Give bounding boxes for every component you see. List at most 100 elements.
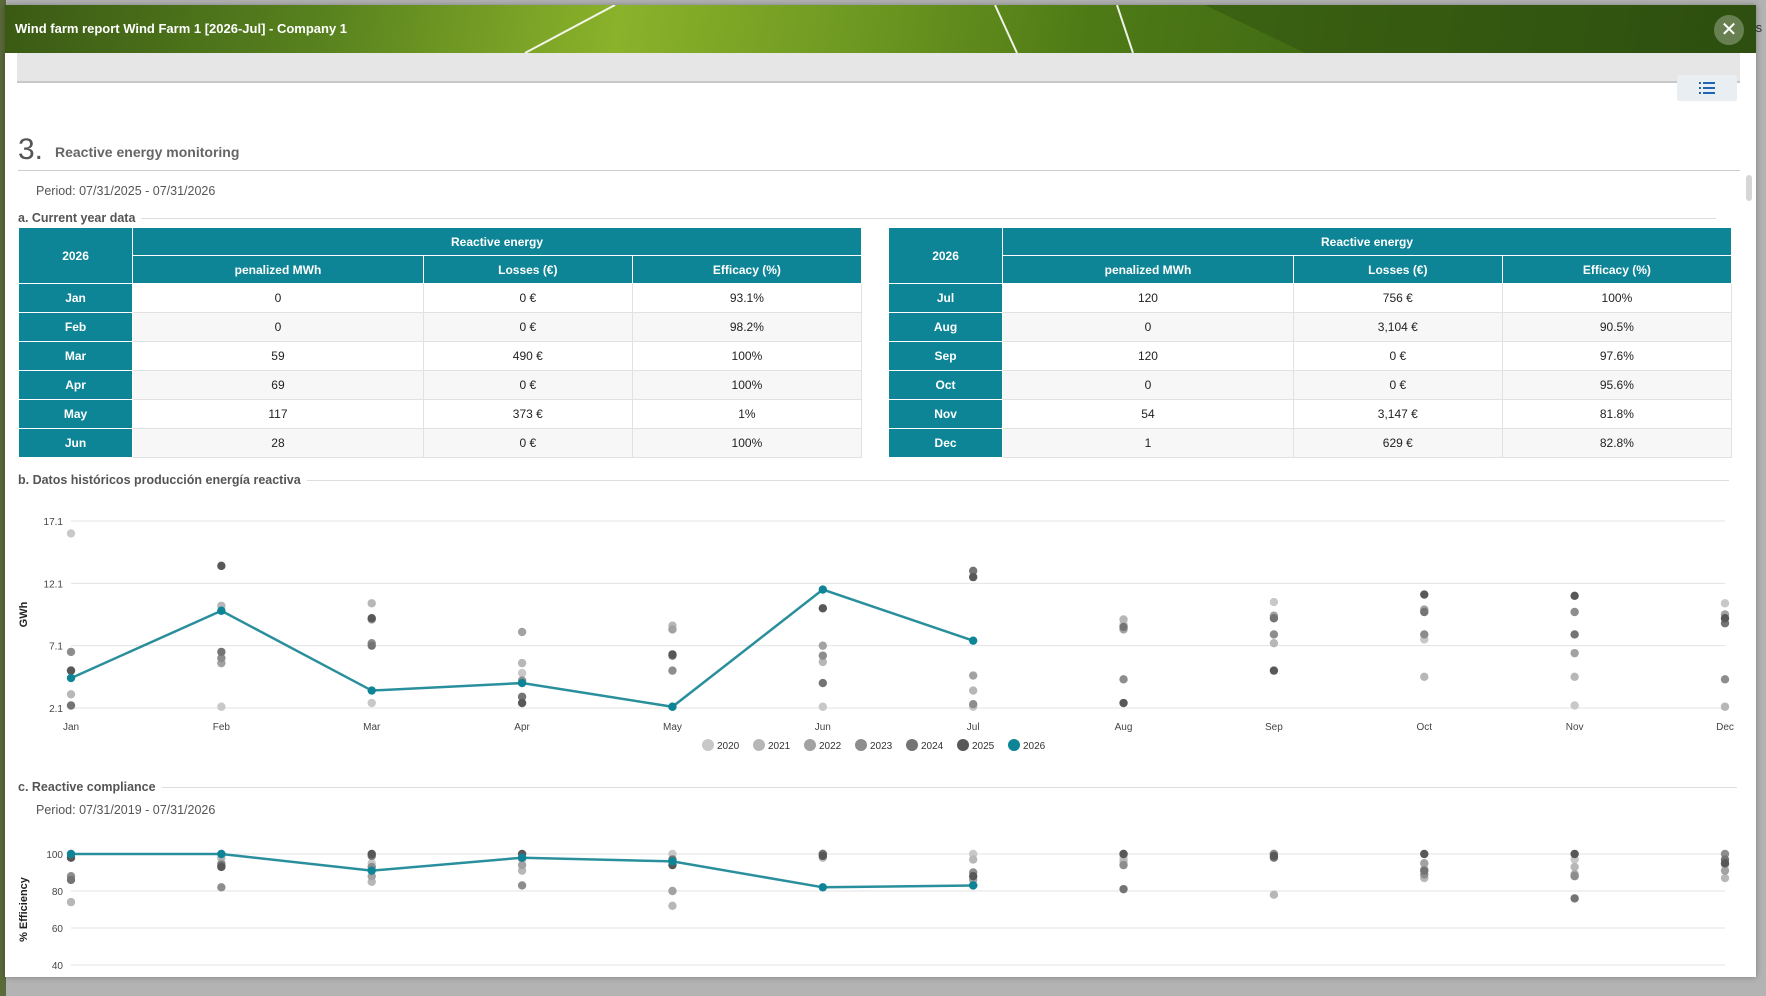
losses-cell: 0 €: [422, 283, 633, 313]
column-header: Efficacy (%): [631, 255, 863, 284]
data-point: [367, 641, 376, 650]
data-point-2026: [517, 853, 527, 862]
section-title: Reactive energy monitoring: [55, 144, 240, 160]
data-point: [1269, 614, 1279, 623]
close-button[interactable]: ✕: [1714, 15, 1744, 45]
legend-label: 2022: [819, 741, 842, 752]
data-point: [1570, 849, 1579, 859]
data-point: [1269, 630, 1279, 639]
report-modal: Wind farm report Wind Farm 1 [2026-Jul] …: [5, 5, 1756, 977]
x-tick-label: Mar: [363, 722, 381, 733]
table-row: Sep 120 0 € 97.6%: [887, 341, 1733, 371]
penalized-mwh-cell: 120: [1002, 341, 1294, 371]
legend-label: 2020: [717, 741, 740, 752]
data-point: [1119, 884, 1128, 894]
legend-swatch: [1008, 739, 1020, 751]
data-point: [367, 614, 376, 623]
data-point-2026: [517, 678, 527, 688]
table-row: Mar 59 490 € 100%: [17, 341, 863, 371]
month-cell: Dec: [887, 428, 1004, 458]
x-tick-label: Apr: [514, 722, 530, 733]
month-cell: Nov: [887, 399, 1004, 429]
losses-cell: 0 €: [422, 312, 633, 342]
efficacy-cell: 93.1%: [631, 283, 863, 313]
modal-title: Wind farm report Wind Farm 1 [2026-Jul] …: [15, 21, 348, 36]
data-point: [968, 700, 978, 709]
data-point: [968, 855, 978, 864]
data-point: [1119, 675, 1128, 684]
losses-cell: 629 €: [1292, 428, 1503, 458]
group-header: Reactive energy: [132, 227, 862, 256]
data-point-2026: [668, 857, 677, 866]
data-point: [1119, 849, 1128, 859]
legend-label: 2025: [972, 741, 995, 752]
header-turbine-graphic: [524, 5, 1756, 53]
data-point: [217, 702, 226, 711]
data-point: [1720, 866, 1730, 875]
year-header: 2026: [17, 227, 134, 284]
penalized-mwh-cell: 0: [132, 283, 424, 313]
x-tick-label: Nov: [1566, 722, 1584, 733]
legend-swatch: [804, 739, 816, 751]
scrollbar-thumb[interactable]: [1746, 175, 1752, 201]
data-point: [1570, 894, 1579, 903]
data-point-2026: [66, 849, 76, 859]
table-row: Nov 54 3,147 € 81.8%: [887, 399, 1733, 429]
efficacy-cell: 100%: [631, 341, 863, 371]
losses-cell: 3,104 €: [1292, 312, 1503, 342]
data-point-2026: [818, 585, 828, 594]
y-tick-label: 12.1: [44, 579, 64, 590]
data-point: [66, 647, 76, 657]
month-cell: Apr: [17, 370, 134, 400]
current-year-table-left: 2026 Reactive energy penalized MWh Losses …: [17, 227, 863, 458]
data-point: [1269, 890, 1279, 899]
efficacy-cell: 98.2%: [631, 312, 863, 342]
data-point: [517, 627, 527, 637]
data-point: [66, 897, 76, 907]
data-point: [1720, 675, 1730, 684]
data-point: [66, 666, 76, 675]
year-header: 2026: [887, 227, 1004, 284]
x-tick-label: May: [663, 722, 682, 733]
data-point: [1420, 859, 1429, 868]
x-tick-label: Jan: [63, 722, 79, 733]
penalized-mwh-cell: 54: [1002, 399, 1294, 429]
column-header: penalized MWh: [132, 255, 424, 284]
data-point: [517, 658, 527, 668]
legend-swatch: [855, 739, 867, 751]
y-tick-label: 80: [52, 887, 64, 898]
penalized-mwh-cell: 0: [132, 312, 424, 342]
data-point: [1269, 851, 1279, 861]
data-point: [66, 875, 76, 885]
data-point: [1420, 672, 1429, 682]
data-point-2026: [217, 849, 226, 859]
data-point: [1720, 873, 1730, 883]
legend-label: 2021: [768, 741, 791, 752]
data-point: [1420, 849, 1429, 859]
losses-cell: 0 €: [422, 370, 633, 400]
data-point: [517, 692, 527, 701]
data-point: [1570, 630, 1579, 639]
data-point: [66, 529, 76, 538]
background-left-edge: [0, 0, 6, 996]
losses-cell: 3,147 €: [1292, 399, 1503, 429]
table-row: Apr 69 0 € 100%: [17, 370, 863, 400]
penalized-mwh-cell: 0: [1002, 312, 1294, 342]
y-tick-label: 100: [46, 850, 63, 861]
legend-label: 2024: [921, 741, 944, 752]
table-of-contents-button[interactable]: [1677, 75, 1737, 101]
y-tick-label: 17.1: [44, 517, 64, 528]
penalized-mwh-cell: 69: [132, 370, 424, 400]
data-point: [818, 651, 828, 660]
report-toolbar: [17, 53, 1740, 83]
data-point: [1720, 702, 1730, 711]
legend-swatch: [906, 739, 918, 751]
reactive-compliance-chart: 100 80 60 40 % Efficiency: [18, 849, 1730, 972]
data-point: [1420, 866, 1429, 875]
month-cell: Feb: [17, 312, 134, 342]
heading-rule: [141, 217, 1717, 219]
data-point: [668, 886, 677, 896]
penalized-mwh-cell: 117: [132, 399, 424, 429]
compliance-period: Period: 07/31/2019 - 07/31/2026: [36, 803, 216, 817]
heading-rule: [306, 479, 1729, 481]
